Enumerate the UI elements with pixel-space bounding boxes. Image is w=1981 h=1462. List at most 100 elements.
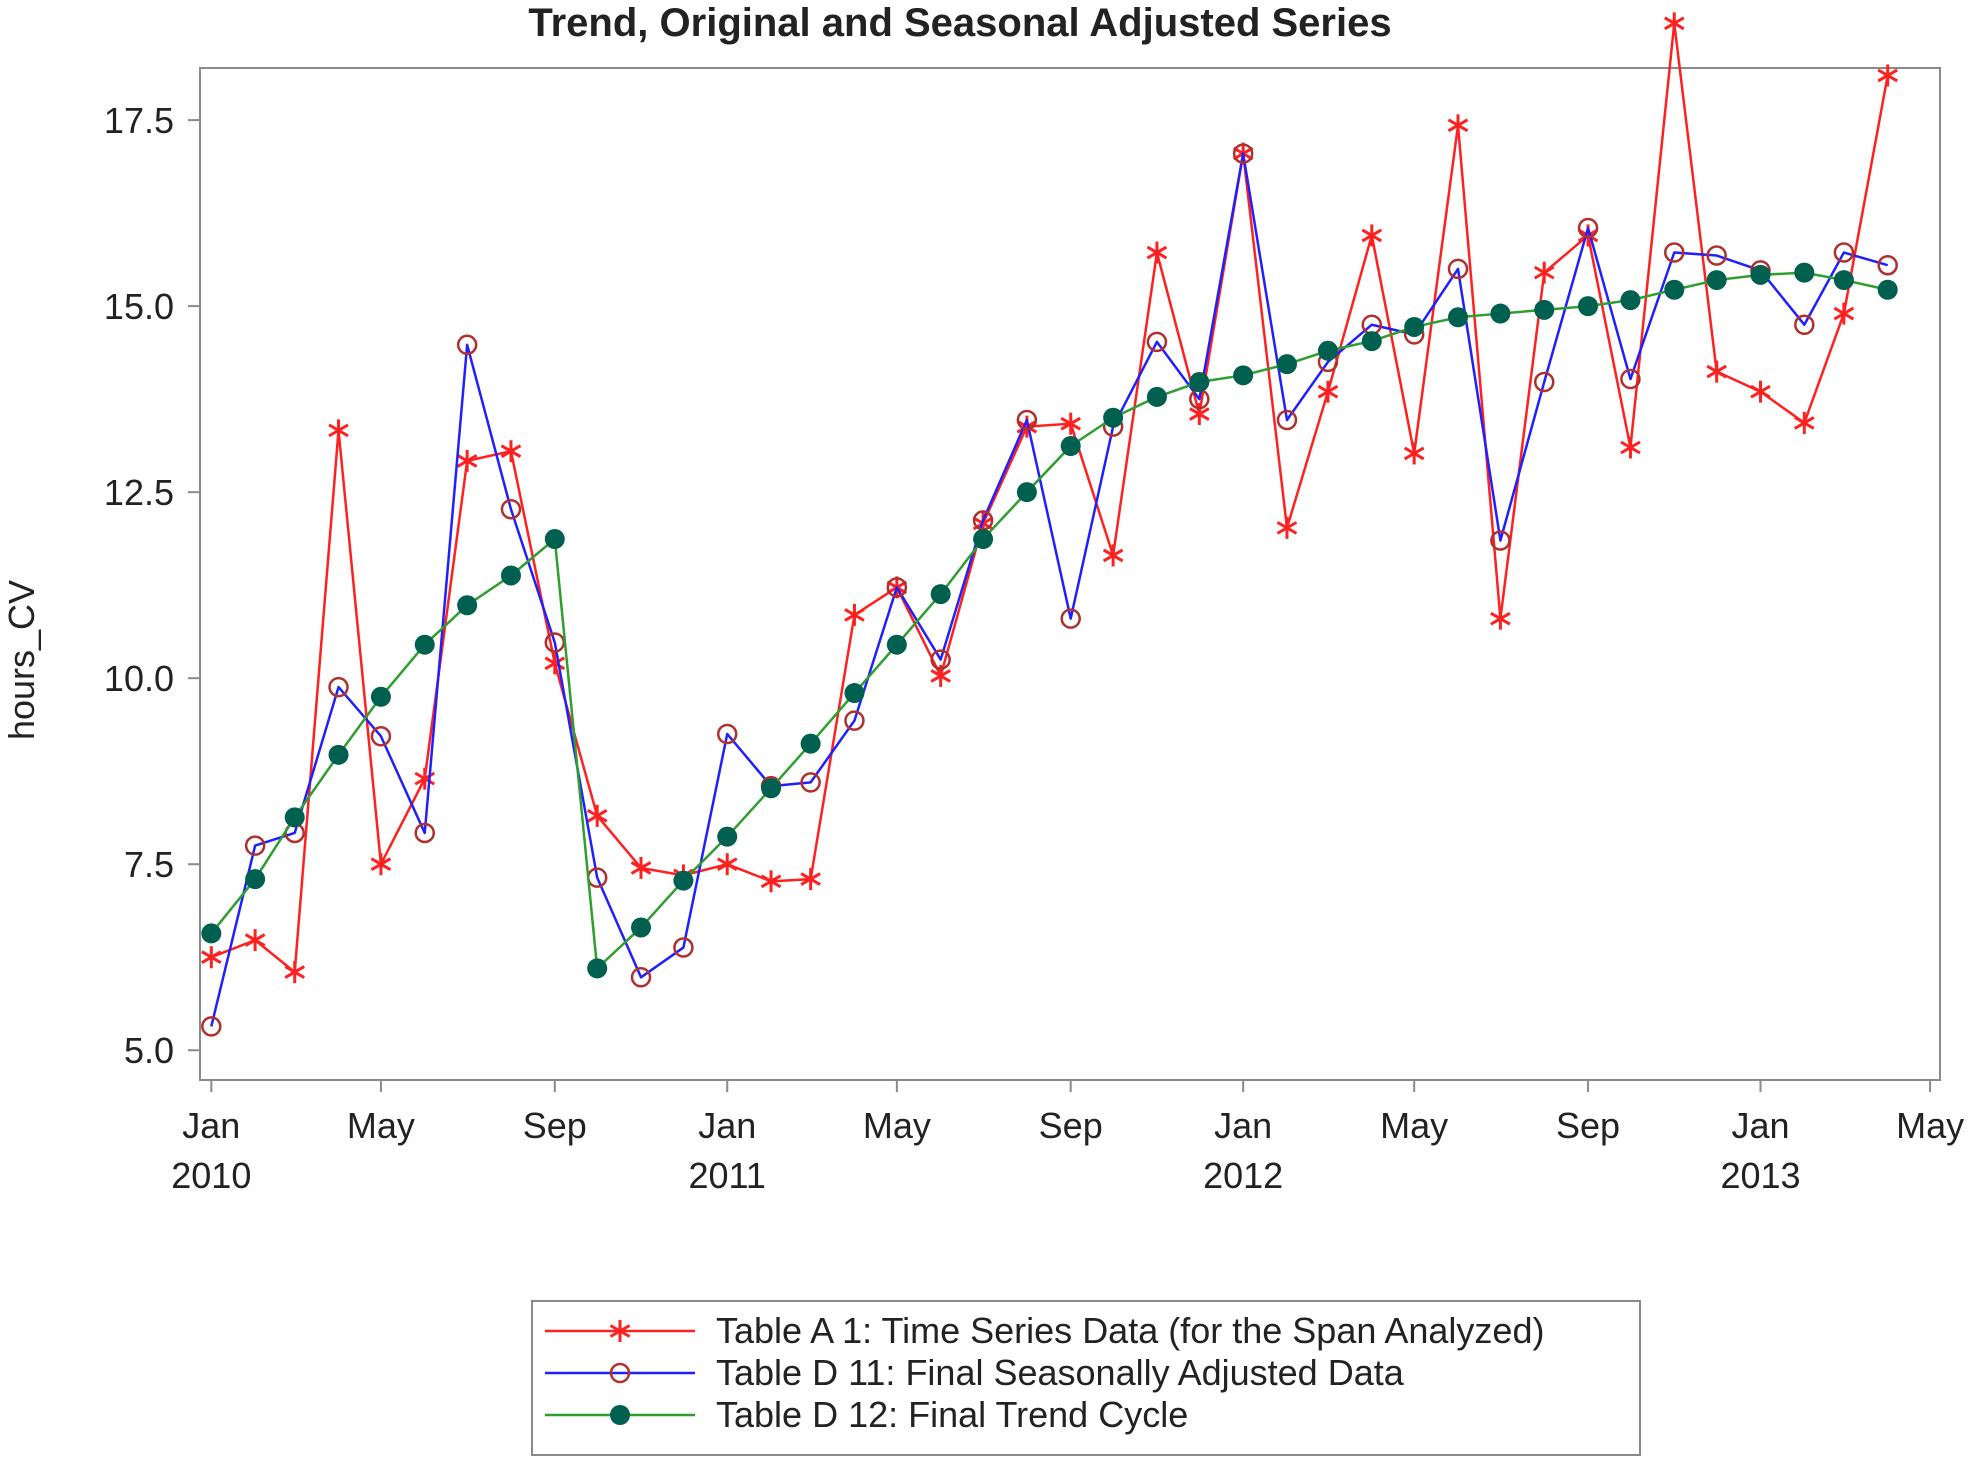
series-1-point xyxy=(1317,380,1339,403)
series-2-point xyxy=(844,710,865,731)
series-1-point xyxy=(1102,544,1124,567)
series-2-point xyxy=(1447,258,1469,280)
series-3-point xyxy=(973,529,994,550)
series-1-point xyxy=(760,870,782,893)
series-1-point xyxy=(586,804,608,827)
legend-item: Table D 11: Final Seasonally Adjusted Da… xyxy=(545,1352,1405,1393)
series-3-point xyxy=(717,826,738,847)
series-3-point xyxy=(1794,262,1815,283)
y-tick-label: 5.0 xyxy=(124,1030,174,1071)
y-axis: 5.0 7.5 10.0 12.5 15.0 17.5 xyxy=(104,100,200,1071)
series-3-point xyxy=(414,634,435,655)
series-1-point xyxy=(1877,64,1898,87)
series-1-point xyxy=(1276,516,1298,539)
series-3-point xyxy=(1706,270,1727,291)
series-1-point xyxy=(1361,224,1383,247)
series-2-line xyxy=(210,152,1889,1027)
series-3-point xyxy=(1276,354,1297,375)
series-2-point xyxy=(1232,143,1254,164)
series-1-point xyxy=(1490,607,1511,630)
series-1-point xyxy=(244,929,266,952)
series-3-point xyxy=(886,634,907,655)
series-2-point xyxy=(1877,254,1898,276)
legend-marker xyxy=(609,1362,631,1384)
y-tick-label: 7.5 xyxy=(124,844,174,885)
x-tick-label: May xyxy=(347,1105,415,1146)
x-tick-label: Jan xyxy=(182,1105,240,1146)
series-3-point xyxy=(844,683,865,704)
series-1-point xyxy=(800,868,821,891)
legend-label: Table D 12: Final Trend Cycle xyxy=(716,1394,1188,1435)
series-2-point xyxy=(1664,242,1685,263)
series-2-point xyxy=(1577,217,1599,239)
series-2-point xyxy=(630,967,652,988)
series-3-point xyxy=(1189,372,1210,393)
series-3-point xyxy=(587,958,608,979)
series-3-point xyxy=(800,733,821,754)
legend-frame xyxy=(531,1300,1641,1456)
series-3-point xyxy=(245,869,266,890)
series-3-point xyxy=(1060,436,1081,457)
series-3-point xyxy=(1833,270,1854,291)
series-3 xyxy=(201,262,1898,979)
series-1-point xyxy=(1447,114,1469,137)
series-1-point xyxy=(1060,412,1081,435)
series-3-point xyxy=(1534,299,1555,320)
chart-title: Trend, Original and Seasonal Adjusted Se… xyxy=(528,1,1391,45)
x-tick-label: Jan xyxy=(698,1105,756,1146)
series-2-point xyxy=(800,772,821,793)
series-3-point xyxy=(1750,264,1771,285)
legend-item: Table A 1: Time Series Data (for the Spa… xyxy=(545,1310,1544,1351)
x-tick-label: May xyxy=(1380,1105,1448,1146)
series-3-point xyxy=(1877,279,1898,300)
x-tick-label: Jan xyxy=(1214,1105,1272,1146)
series-2-point xyxy=(1016,409,1038,431)
series-2-point xyxy=(1706,245,1727,266)
series-1-point xyxy=(630,856,652,879)
series-3-point xyxy=(1620,290,1641,311)
series-2-point xyxy=(886,577,908,598)
series-3-point xyxy=(328,744,349,765)
series-1-point xyxy=(1403,442,1425,465)
series-3-point xyxy=(1664,279,1685,300)
y-tick-label: 10.0 xyxy=(104,658,174,699)
series-3-point xyxy=(1578,296,1599,317)
x-tick-year-label: 2013 xyxy=(1720,1155,1800,1196)
series-1-point xyxy=(500,440,522,463)
series-3-point xyxy=(1146,386,1167,407)
x-tick-year-label: 2012 xyxy=(1203,1155,1283,1196)
series-2-point xyxy=(456,334,478,356)
series-2-point xyxy=(370,725,392,747)
series-3-point xyxy=(761,778,782,799)
series-2-point xyxy=(673,937,694,958)
series-2-point xyxy=(930,649,951,670)
series-1 xyxy=(201,12,1898,984)
series-3-point xyxy=(370,686,391,707)
series-3-point xyxy=(673,870,694,891)
series-3-point xyxy=(1448,307,1469,328)
series-3-point xyxy=(544,529,565,550)
series-3-line xyxy=(210,271,1888,970)
series-1-line xyxy=(210,22,1889,974)
series-1-point xyxy=(284,961,305,984)
series-2-point xyxy=(1276,409,1298,431)
plot-frame xyxy=(199,67,1941,1081)
x-tick-label: Sep xyxy=(1039,1105,1103,1146)
series-1-point xyxy=(1833,302,1855,325)
series-3-point xyxy=(1490,303,1511,324)
series-1-point xyxy=(1706,360,1727,383)
series-2-point xyxy=(716,723,738,745)
series-layer xyxy=(201,12,1898,1037)
series-3-point xyxy=(1016,482,1037,503)
series-3-point xyxy=(1103,407,1124,428)
series-2-point xyxy=(1620,368,1641,390)
series-3-point xyxy=(631,917,652,938)
series-3-point xyxy=(1233,365,1254,386)
series-2-point xyxy=(414,822,435,844)
series-2-point xyxy=(1833,242,1855,263)
series-1-point xyxy=(1620,436,1641,459)
series-1-point xyxy=(414,767,436,790)
x-tick-label: Sep xyxy=(1556,1105,1620,1146)
series-2-point xyxy=(201,1016,222,1037)
